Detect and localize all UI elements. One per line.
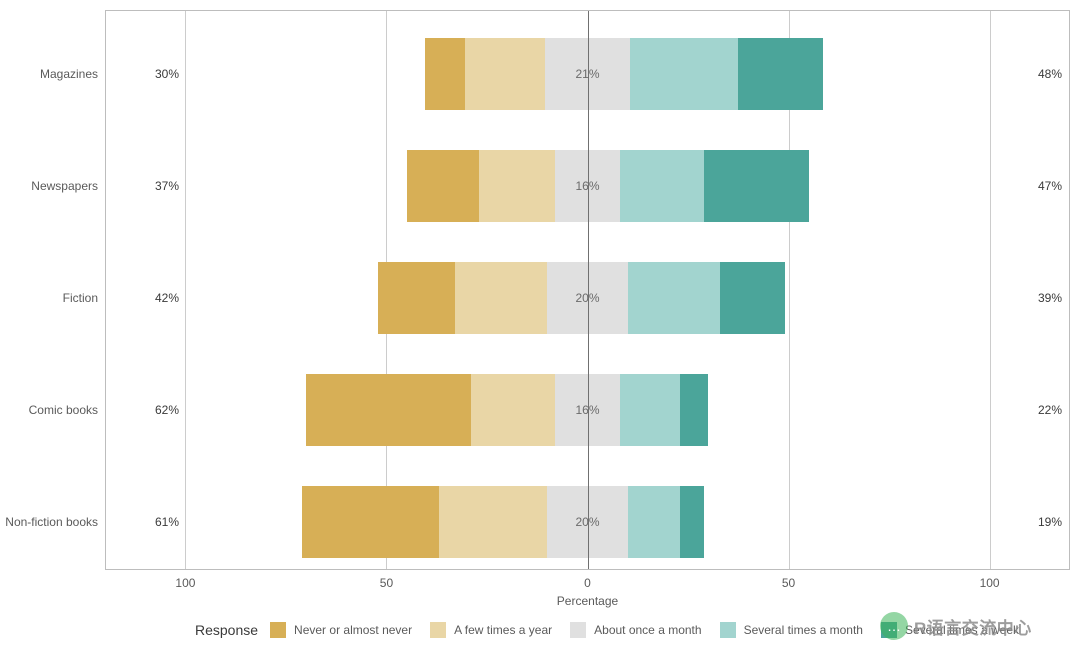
pct-left: 37% xyxy=(155,179,179,193)
legend-title: Response xyxy=(195,622,258,638)
pct-right: 39% xyxy=(1038,291,1062,305)
bar-segment-never xyxy=(302,486,439,558)
category-label: Magazines xyxy=(0,67,98,81)
pct-mid: 21% xyxy=(576,67,600,81)
pct-mid: 20% xyxy=(576,515,600,529)
legend-item-label: Several times a week xyxy=(905,623,1019,637)
category-label: Newspapers xyxy=(0,179,98,193)
pct-left: 30% xyxy=(155,67,179,81)
category-label: Non-fiction books xyxy=(0,515,98,529)
category-label: Comic books xyxy=(0,403,98,417)
bar-segment-few_year xyxy=(479,150,555,222)
pct-left: 61% xyxy=(155,515,179,529)
pct-mid: 16% xyxy=(576,179,600,193)
legend-item-label: Never or almost never xyxy=(294,623,412,637)
pct-mid: 16% xyxy=(576,403,600,417)
bar-segment-several_month xyxy=(630,38,739,110)
bar-segment-several_week xyxy=(680,374,708,446)
bar-segment-several_week xyxy=(738,38,822,110)
bar-segment-several_month xyxy=(628,486,680,558)
pct-mid: 20% xyxy=(576,291,600,305)
bar-segment-never xyxy=(407,150,479,222)
bar-segment-few_year xyxy=(465,38,545,110)
pct-right: 47% xyxy=(1038,179,1062,193)
legend-item-label: Several times a month xyxy=(744,623,863,637)
bar-segment-several_week xyxy=(680,486,704,558)
bar-segment-several_week xyxy=(720,262,784,334)
pct-left: 42% xyxy=(155,291,179,305)
pct-right: 19% xyxy=(1038,515,1062,529)
x-axis-title: Percentage xyxy=(557,594,618,608)
legend-swatch xyxy=(720,622,736,638)
plot-area xyxy=(105,10,1070,570)
bar-segment-never xyxy=(425,38,465,110)
bar-segment-never xyxy=(306,374,471,446)
bar-segment-several_month xyxy=(620,374,680,446)
bar-segment-several_month xyxy=(628,262,720,334)
bar-segment-few_year xyxy=(439,486,548,558)
bar-segment-few_year xyxy=(471,374,555,446)
legend: Response Never or almost never A few times… xyxy=(195,622,1029,638)
x-tick-label: 100 xyxy=(980,576,1000,590)
legend-swatch xyxy=(881,622,897,638)
x-tick-label: 100 xyxy=(175,576,195,590)
category-label: Fiction xyxy=(0,291,98,305)
zero-line xyxy=(588,10,589,570)
legend-item-label: A few times a year xyxy=(454,623,552,637)
legend-swatch xyxy=(570,622,586,638)
bar-segment-several_month xyxy=(620,150,704,222)
likert-chart: Magazines Newspapers Fiction Comic books Non… xyxy=(0,0,1080,654)
pct-right: 48% xyxy=(1038,67,1062,81)
legend-swatch xyxy=(270,622,286,638)
x-tick-label: 50 xyxy=(782,576,795,590)
legend-item-label: About once a month xyxy=(594,623,701,637)
pct-right: 22% xyxy=(1038,403,1062,417)
legend-swatch xyxy=(430,622,446,638)
bar-segment-never xyxy=(378,262,454,334)
pct-left: 62% xyxy=(155,403,179,417)
x-tick-label: 0 xyxy=(584,576,591,590)
x-tick-label: 50 xyxy=(380,576,393,590)
bar-segment-few_year xyxy=(455,262,547,334)
bar-segment-several_week xyxy=(704,150,809,222)
